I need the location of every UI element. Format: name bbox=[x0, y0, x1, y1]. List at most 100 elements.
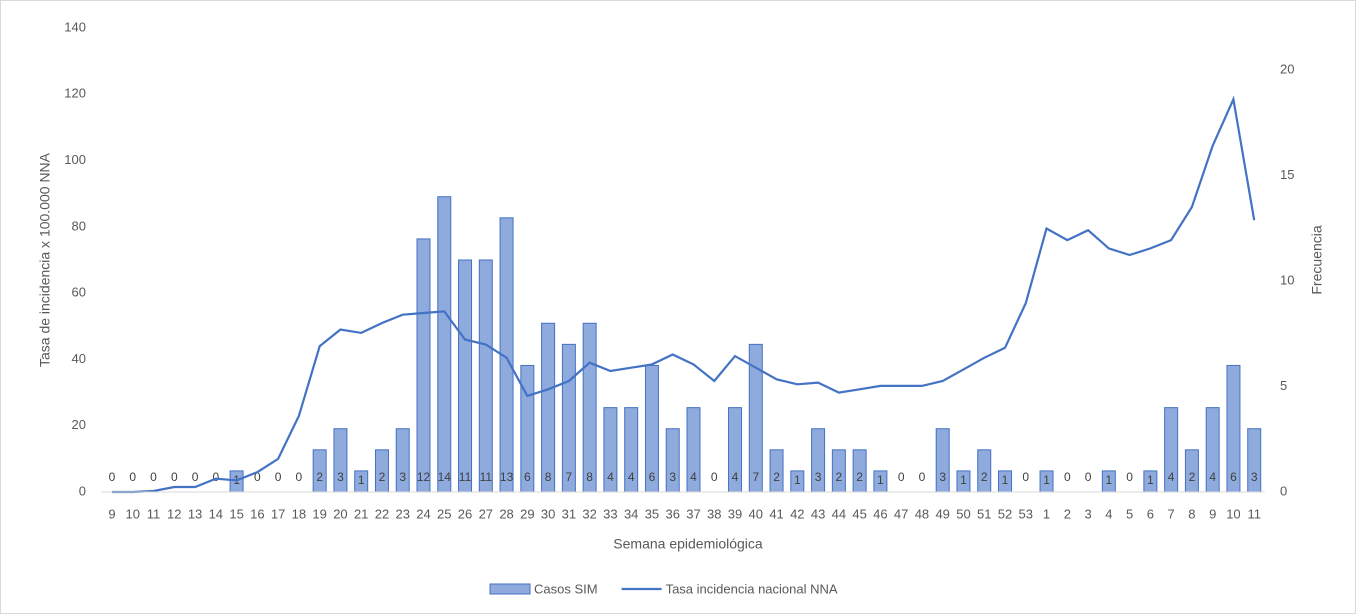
data-label: 2 bbox=[981, 470, 988, 484]
x-tick-label: 11 bbox=[147, 506, 161, 521]
data-label: 0 bbox=[1064, 470, 1071, 484]
data-label: 1 bbox=[794, 473, 801, 487]
x-tick-label: 37 bbox=[686, 506, 700, 521]
x-tick-label: 19 bbox=[312, 506, 326, 521]
x-tick-label: 27 bbox=[479, 506, 493, 521]
data-label: 4 bbox=[732, 470, 739, 484]
data-label: 3 bbox=[399, 470, 406, 484]
data-label: 4 bbox=[690, 470, 697, 484]
x-tick-label: 32 bbox=[582, 506, 596, 521]
bar bbox=[416, 238, 431, 493]
data-label: 0 bbox=[1085, 470, 1092, 484]
x-tick-label: 1 bbox=[1043, 506, 1050, 521]
x-tick-label: 8 bbox=[1188, 506, 1195, 521]
data-label: 2 bbox=[773, 470, 780, 484]
x-tick-label: 9 bbox=[108, 506, 115, 521]
data-label: 0 bbox=[109, 470, 116, 484]
data-label: 7 bbox=[566, 470, 573, 484]
data-label: 3 bbox=[1251, 470, 1258, 484]
legend-label: Casos SIM bbox=[534, 581, 598, 596]
x-tick-label: 30 bbox=[541, 506, 555, 521]
data-label: 1 bbox=[1147, 473, 1154, 487]
data-label: 4 bbox=[607, 470, 614, 484]
x-tick-label: 25 bbox=[437, 506, 451, 521]
data-label: 3 bbox=[815, 470, 822, 484]
x-tick-label: 40 bbox=[749, 506, 763, 521]
y2-tick-label: 20 bbox=[1280, 62, 1294, 77]
x-tick-label: 50 bbox=[956, 506, 970, 521]
x-tick-label: 51 bbox=[977, 506, 991, 521]
x-tick-label: 18 bbox=[292, 506, 306, 521]
x-tick-label: 9 bbox=[1209, 506, 1216, 521]
x-tick-label: 47 bbox=[894, 506, 908, 521]
data-label: 3 bbox=[337, 470, 344, 484]
legend-label: Tasa incidencia nacional NNA bbox=[666, 581, 838, 596]
data-label: 1 bbox=[358, 473, 365, 487]
data-label: 8 bbox=[545, 470, 552, 484]
x-tick-label: 20 bbox=[333, 506, 347, 521]
x-tick-label: 43 bbox=[811, 506, 825, 521]
y-axis-title: Tasa de incidencia x 100.000 NNA bbox=[37, 152, 53, 367]
x-tick-label: 6 bbox=[1147, 506, 1154, 521]
x-tick-label: 49 bbox=[935, 506, 949, 521]
x-tick-label: 28 bbox=[499, 506, 513, 521]
x-tick-label: 12 bbox=[167, 506, 181, 521]
x-tick-label: 22 bbox=[375, 506, 389, 521]
data-label: 0 bbox=[711, 470, 718, 484]
bar bbox=[541, 322, 556, 493]
data-label: 7 bbox=[752, 470, 759, 484]
data-label: 4 bbox=[628, 470, 635, 484]
bar bbox=[458, 259, 473, 493]
x-tick-label: 2 bbox=[1064, 506, 1071, 521]
x-tick-label: 10 bbox=[1226, 506, 1240, 521]
x-tick-label: 7 bbox=[1168, 506, 1175, 521]
y2-tick-label: 15 bbox=[1280, 167, 1294, 182]
data-label: 6 bbox=[1230, 470, 1237, 484]
data-label: 1 bbox=[1105, 473, 1112, 487]
x-tick-label: 26 bbox=[458, 506, 472, 521]
bar bbox=[582, 322, 597, 493]
data-label: 0 bbox=[129, 470, 136, 484]
x-tick-label: 52 bbox=[998, 506, 1012, 521]
data-label: 0 bbox=[296, 470, 303, 484]
data-label: 0 bbox=[192, 470, 199, 484]
x-tick-label: 11 bbox=[1247, 506, 1261, 521]
y-tick-label: 100 bbox=[64, 152, 86, 167]
data-label: 1 bbox=[1002, 473, 1009, 487]
data-label: 0 bbox=[150, 470, 157, 484]
data-label: 3 bbox=[669, 470, 676, 484]
x-tick-label: 3 bbox=[1084, 506, 1091, 521]
data-label: 0 bbox=[212, 470, 219, 484]
x-tick-label: 5 bbox=[1126, 506, 1133, 521]
y-tick-label: 120 bbox=[64, 86, 86, 101]
x-tick-label: 35 bbox=[645, 506, 659, 521]
line bbox=[112, 95, 1256, 494]
x-tick-label: 21 bbox=[354, 506, 368, 521]
x-tick-label: 41 bbox=[769, 506, 783, 521]
x-tick-label: 36 bbox=[665, 506, 679, 521]
x-tick-label: 34 bbox=[624, 506, 638, 521]
legend-swatch bbox=[489, 583, 531, 595]
x-tick-label: 10 bbox=[126, 506, 140, 521]
data-label: 4 bbox=[1209, 470, 1216, 484]
x-tick-label: 45 bbox=[852, 506, 866, 521]
data-label: 1 bbox=[960, 473, 967, 487]
y-tick-label: 40 bbox=[72, 351, 86, 366]
data-label: 0 bbox=[275, 470, 282, 484]
x-tick-label: 53 bbox=[1019, 506, 1033, 521]
y-tick-label: 140 bbox=[64, 19, 86, 34]
data-label: 0 bbox=[171, 470, 178, 484]
data-label: 2 bbox=[836, 470, 843, 484]
x-tick-label: 16 bbox=[250, 506, 264, 521]
y-tick-label: 60 bbox=[72, 285, 86, 300]
y-tick-label: 20 bbox=[72, 417, 86, 432]
data-label: 0 bbox=[254, 470, 261, 484]
y2-tick-label: 5 bbox=[1280, 378, 1287, 393]
data-label: 2 bbox=[1189, 470, 1196, 484]
data-label: 2 bbox=[379, 470, 386, 484]
y2-tick-label: 0 bbox=[1280, 483, 1287, 498]
x-tick-label: 14 bbox=[209, 506, 223, 521]
data-label: 8 bbox=[586, 470, 593, 484]
x-tick-label: 31 bbox=[562, 506, 576, 521]
